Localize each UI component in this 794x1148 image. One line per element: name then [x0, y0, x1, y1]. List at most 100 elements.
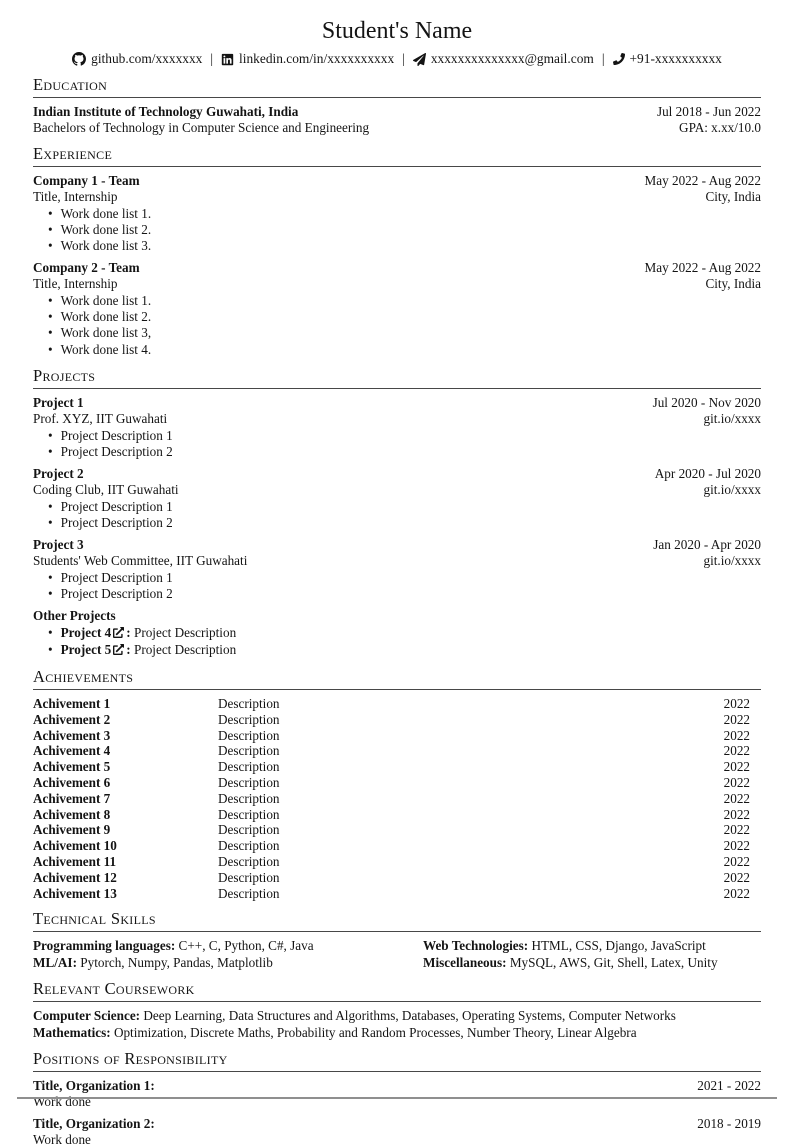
achievement-row: Achivement 11 Description 2022 [33, 854, 750, 870]
other-projects-heading: Other Projects [33, 607, 116, 623]
position-item: Title, Organization 1: 2021 - 2022 Work … [33, 1078, 761, 1110]
contact-separator: | [210, 51, 214, 66]
achievement-row: Achivement 7 Description 2022 [33, 790, 750, 806]
project-bullet: • Project Description 2 [48, 585, 173, 601]
section-rule [33, 689, 761, 691]
external-link-icon[interactable] [113, 643, 125, 659]
project-entry: Project 2 Apr 2020 - Jul 2020 Coding Clu… [33, 466, 761, 531]
send-icon [412, 52, 426, 66]
section-rule [33, 97, 761, 99]
achievement-row: Achivement 5 Description 2022 [33, 759, 750, 775]
job-dates: May 2022 - Aug 2022 [644, 260, 762, 276]
education-dates: Jul 2018 - Jun 2022 [656, 104, 761, 120]
coursework-line: Mathematics: Optimization, Discrete Math… [33, 1024, 637, 1040]
github-handle: github.com/xxxxxxx [91, 51, 203, 66]
coursework-line: Computer Science: Deep Learning, Data St… [33, 1008, 676, 1024]
linkedin-handle: linkedin.com/in/xxxxxxxxxx [239, 51, 395, 66]
linkedin-link[interactable]: linkedin.com/in/xxxxxxxxxx [221, 51, 394, 67]
position-title: Title, Organization 1: [33, 1078, 155, 1094]
section-positions: Positions of Responsibility Title, Organ… [33, 1049, 761, 1148]
page-title: Student's Name [321, 18, 473, 44]
section-achievements: Achievements Achivement 1 Description 2022… [33, 667, 761, 901]
work-bullet: • Work done list 2. [48, 222, 152, 238]
project-org: Prof. XYZ, IIT Guwahati [33, 410, 168, 426]
project-link[interactable]: git.io/xxxx [703, 410, 761, 426]
section-title-positions: Positions of Responsibility [33, 1049, 228, 1069]
project-name: Project 2 [33, 465, 84, 481]
email-text: xxxxxxxxxxxxxx@gmail.com [430, 51, 594, 66]
project-entry: Project 3 Jan 2020 - Apr 2020 Students' … [33, 537, 761, 602]
section-experience: Experience Company 1 - Team May 2022 - A… [33, 144, 761, 358]
achievement-row: Achivement 10 Description 2022 [33, 838, 750, 854]
section-rule [33, 1071, 761, 1073]
section-rule [33, 931, 761, 933]
project-dates: Jul 2020 - Nov 2020 [652, 394, 761, 410]
page-bottom-rule [17, 1097, 777, 1099]
work-bullet: • Work done list 4. [48, 341, 152, 357]
project-bullet: • Project Description 1 [48, 569, 173, 585]
project-link[interactable]: git.io/xxxx [703, 552, 761, 568]
skill-entry: Web Technologies: HTML, CSS, Django, Jav… [423, 938, 706, 954]
education-gpa: GPA: x.xx/10.0 [679, 120, 761, 136]
job-role: Title, Internship [33, 276, 118, 292]
other-projects: Other Projects • Project 4: Project Desc… [33, 608, 761, 659]
section-title-technical-skills: Technical Skills [33, 909, 156, 929]
project-link[interactable]: git.io/xxxx [703, 481, 761, 497]
github-link[interactable]: github.com/xxxxxxx [72, 51, 202, 67]
achievement-row: Achivement 13 Description 2022 [33, 885, 750, 901]
github-icon [72, 52, 87, 66]
experience-entry: Company 2 - Team May 2022 - Aug 2022 Tit… [33, 260, 761, 357]
section-title-education: Education [33, 75, 108, 95]
achievement-row: Achivement 6 Description 2022 [33, 775, 750, 791]
project-bullet: • Project Description 1 [48, 427, 173, 443]
section-projects: Projects Project 1 Jul 2020 - Nov 2020 P… [33, 366, 761, 660]
external-link-icon[interactable] [113, 626, 125, 642]
achievement-row: Achivement 2 Description 2022 [33, 711, 750, 727]
work-bullet: • Work done list 2. [48, 309, 152, 325]
achievement-row: Achivement 4 Description 2022 [33, 743, 750, 759]
other-project-name[interactable]: Project 5 [60, 642, 112, 658]
skill-entry: Miscellaneous: MySQL, AWS, Git, Shell, L… [423, 954, 718, 970]
section-education: Education Indian Institute of Technology… [33, 75, 761, 136]
project-name: Project 3 [33, 536, 84, 552]
project-bullet: • Project Description 2 [48, 514, 173, 530]
position-item: Title, Organization 2: 2018 - 2019 Work … [33, 1116, 761, 1148]
section-technical-skills: Technical Skills Programming languages: … [33, 909, 761, 971]
email-link[interactable]: xxxxxxxxxxxxxx@gmail.com [412, 51, 594, 67]
skill-entry: ML/AI: Pytorch, Numpy, Pandas, Matplotli… [33, 954, 273, 970]
other-project-colon: : [126, 642, 131, 658]
achievement-row: Achivement 12 Description 2022 [33, 869, 750, 885]
section-coursework: Relevant Coursework Computer Science: De… [33, 979, 761, 1041]
achievement-row: Achivement 3 Description 2022 [33, 727, 750, 743]
skill-entry: Programming languages: C++, C, Python, C… [33, 938, 314, 954]
section-rule [33, 166, 761, 168]
phone-icon [612, 53, 625, 66]
phone-link[interactable]: +91-xxxxxxxxxx [612, 51, 722, 67]
work-bullet: • Work done list 3. [48, 238, 152, 254]
position-dates: 2021 - 2022 [697, 1078, 761, 1094]
other-project-name[interactable]: Project 4 [60, 624, 112, 640]
position-work: Work done [33, 1132, 91, 1148]
contact-separator: | [601, 51, 605, 66]
other-project-item: • Project 4: Project Description [33, 625, 761, 642]
experience-entry: Company 1 - Team May 2022 - Aug 2022 Tit… [33, 173, 761, 254]
project-name: Project 1 [33, 394, 84, 410]
job-dates: May 2022 - Aug 2022 [644, 173, 762, 189]
section-rule [33, 387, 761, 389]
contact-line: github.com/xxxxxxx | linkedin.com/in/xxx… [33, 51, 761, 67]
job-location: City, India [705, 189, 761, 205]
job-company: Company 1 - Team [33, 173, 140, 189]
phone-text: +91-xxxxxxxxxx [629, 51, 722, 66]
project-bullet: • Project Description 2 [48, 443, 173, 459]
section-rule [33, 1001, 761, 1003]
achievement-row: Achivement 1 Description 2022 [33, 696, 750, 712]
other-project-description: Project Description [133, 624, 237, 640]
position-title: Title, Organization 2: [33, 1116, 155, 1132]
section-title-coursework: Relevant Coursework [33, 979, 195, 999]
other-project-item: • Project 5: Project Description [33, 642, 761, 659]
other-project-colon: : [126, 624, 131, 640]
project-entry: Project 1 Jul 2020 - Nov 2020 Prof. XYZ,… [33, 395, 761, 460]
project-dates: Jan 2020 - Apr 2020 [653, 536, 761, 552]
project-org: Students' Web Committee, IIT Guwahati [33, 552, 248, 568]
